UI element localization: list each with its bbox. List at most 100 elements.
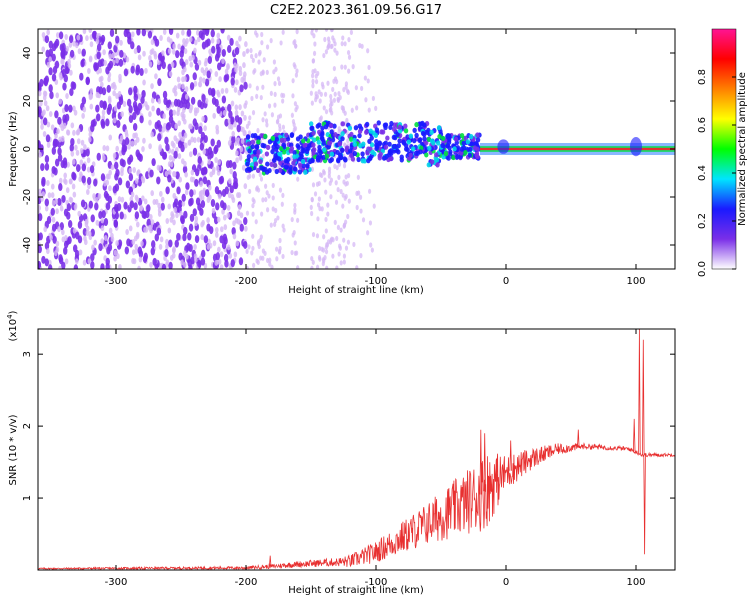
spectrogram-noise-blob <box>100 81 104 88</box>
spectrogram-noise-blob <box>243 114 247 121</box>
spectrogram-noise-blob <box>91 31 97 40</box>
spectrogram-noise-blob <box>278 123 282 129</box>
spectrogram-noise-blob <box>208 184 212 191</box>
spectrogram-noise-blob <box>230 116 235 125</box>
spectrogram-noise-blob <box>86 166 91 173</box>
spectrogram-noise-blob <box>265 122 269 128</box>
spectrogram-noise-blob <box>339 188 343 195</box>
spectrogram-noise-blob <box>187 232 192 241</box>
spectrogram-noise-blob <box>177 83 181 90</box>
spectrogram-noise-blob <box>57 147 62 156</box>
spectrogram-signal-blob <box>374 142 379 148</box>
spectrogram-noise-blob <box>352 241 356 248</box>
spectrogram-noise-blob <box>369 242 373 248</box>
spectrogram-noise-blob <box>87 136 92 143</box>
spectrogram-signal-blob <box>424 140 429 146</box>
spectrogram-signal-blob <box>352 150 358 157</box>
spectrogram-noise-blob <box>203 134 208 143</box>
spectrogram-signal-blob <box>272 162 278 168</box>
spectrogram-noise-blob <box>198 81 203 88</box>
spectrogram-signal-blob <box>370 149 375 155</box>
spectrogram-noise-blob <box>145 29 150 33</box>
spectrogram-noise-blob <box>74 249 80 258</box>
spectrogram-signal-blob <box>475 146 480 152</box>
spectrogram-noise-blob <box>183 261 187 268</box>
spectrogram-noise-blob <box>150 131 154 138</box>
spectrogram-noise-blob <box>215 202 220 211</box>
spectrogram-noise-blob <box>261 69 265 75</box>
spectrogram-noise-blob <box>63 172 68 179</box>
spectrogram-noise-blob <box>228 160 233 169</box>
spectrogram-noise-blob <box>246 174 250 181</box>
spectrogram-noise-blob <box>181 107 186 114</box>
spectrogram-noise-blob <box>217 91 221 98</box>
spectrogram-noise-blob <box>183 132 188 139</box>
spectrogram-signal-blob <box>455 153 460 160</box>
spectrogram-noise-blob <box>113 204 119 213</box>
spectrogram-noise-blob <box>72 129 76 136</box>
spectrogram-signal-blob <box>463 149 468 156</box>
spectrogram-signal-blob <box>247 166 253 173</box>
spectrogram-noise-blob <box>208 194 212 201</box>
spectrogram-noise-blob <box>74 258 79 265</box>
spectrogram-noise-blob <box>310 166 314 172</box>
spectrogram-noise-blob <box>80 139 85 146</box>
spectrogram-noise-blob <box>54 38 60 47</box>
spectrogram-noise-blob <box>215 124 219 131</box>
spectrogram-noise-blob <box>169 216 174 223</box>
spectrogram-signal-blob <box>250 139 256 145</box>
spectrogram-noise-blob <box>255 258 259 264</box>
spectrogram-noise-blob <box>115 145 119 152</box>
spectrogram-noise-blob <box>165 186 170 195</box>
spectrogram-noise-blob <box>346 213 350 220</box>
spectrogram-noise-blob <box>195 29 200 36</box>
spectrogram-noise-blob <box>64 235 68 242</box>
spectrogram-noise-blob <box>172 219 176 226</box>
spectrogram-noise-blob <box>66 161 70 168</box>
spectrogram-noise-blob <box>68 178 73 185</box>
spectrogram-signal-blob <box>381 155 387 161</box>
spectrogram-noise-blob <box>49 91 54 100</box>
spectrogram-noise-blob <box>44 258 49 267</box>
spectrogram-signal-blob <box>292 154 297 160</box>
spectrogram-signal-blob <box>361 141 366 147</box>
spectrogram-noise-blob <box>168 154 173 161</box>
spectrogram-noise-blob <box>337 129 341 135</box>
spectrogram-signal-blob <box>388 156 394 162</box>
spectrogram-noise-blob <box>194 256 198 263</box>
spectrogram-noise-blob <box>158 124 163 133</box>
spectrogram-noise-blob <box>100 225 105 232</box>
spectrogram-noise-blob <box>176 232 181 241</box>
spectrogram-noise-blob <box>206 70 211 79</box>
spectrogram-noise-blob <box>101 109 106 116</box>
spectrogram-noise-blob <box>86 177 92 186</box>
spectrogram-signal-blob <box>342 156 348 162</box>
spectrogram-noise-blob <box>192 147 198 156</box>
spectrogram-noise-blob <box>79 72 84 81</box>
spectrogram-noise-blob <box>265 69 269 75</box>
spectrogram-noise-blob <box>64 258 69 265</box>
spectrogram-x-label: Height of straight line (km) <box>288 285 424 296</box>
spectrogram-noise-blob <box>271 206 275 212</box>
snr-x-tick-label: 0 <box>503 577 509 588</box>
spectrogram-noise-blob <box>81 163 87 172</box>
spectrogram-signal-blob <box>299 153 304 159</box>
spectrogram-noise-blob <box>96 43 102 52</box>
spectrogram-noise-blob <box>249 47 253 54</box>
spectrogram-noise-blob <box>210 198 216 207</box>
spectrogram-noise-blob <box>234 46 240 55</box>
spectrogram-noise-blob <box>57 116 62 125</box>
spectrogram-noise-blob <box>141 29 147 37</box>
spectrogram-noise-blob <box>58 177 63 184</box>
spectrogram-noise-blob <box>165 100 171 109</box>
spectrogram-noise-blob <box>243 217 248 226</box>
spectrogram-noise-blob <box>243 183 248 190</box>
spectrogram-noise-blob <box>210 138 215 147</box>
spectrogram-noise-blob <box>175 171 180 180</box>
spectrogram-noise-blob <box>324 189 328 195</box>
spectrogram-noise-blob <box>87 258 92 265</box>
spectrogram-noise-blob <box>229 37 234 46</box>
spectrogram-noise-blob <box>199 142 205 151</box>
spectrogram-noise-blob <box>322 52 326 59</box>
spectrogram-noise-blob <box>314 29 318 33</box>
